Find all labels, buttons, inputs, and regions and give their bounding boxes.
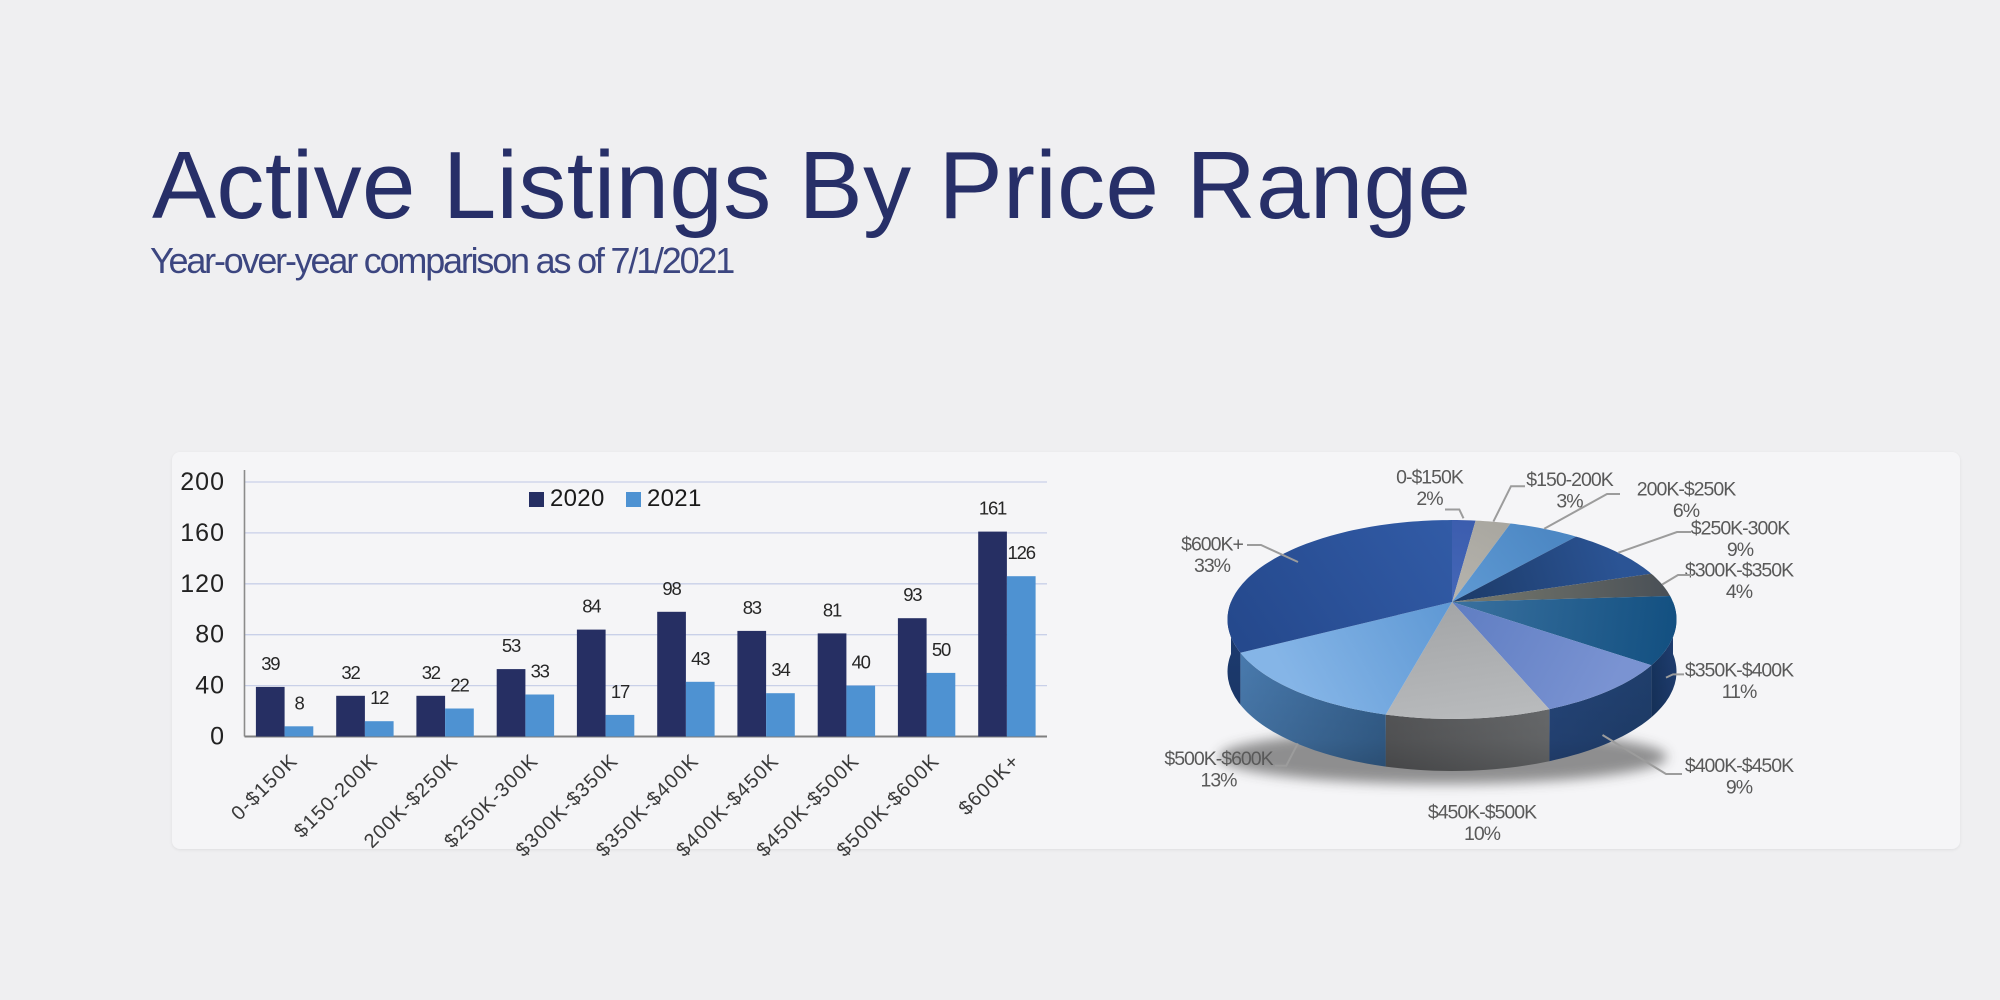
svg-text:$600K+: $600K+ — [1181, 534, 1243, 556]
svg-text:3%: 3% — [1556, 491, 1583, 513]
svg-text:10%: 10% — [1464, 823, 1501, 845]
svg-text:160: 160 — [180, 519, 225, 547]
svg-text:2%: 2% — [1416, 488, 1443, 510]
svg-text:32: 32 — [422, 662, 441, 683]
svg-text:12: 12 — [370, 687, 389, 708]
svg-text:40: 40 — [852, 652, 871, 673]
svg-text:11%: 11% — [1722, 681, 1757, 703]
svg-text:53: 53 — [502, 635, 521, 656]
svg-text:4%: 4% — [1726, 581, 1753, 603]
svg-text:8: 8 — [294, 692, 304, 713]
svg-text:$500K-$600K: $500K-$600K — [1164, 748, 1273, 770]
svg-text:0: 0 — [210, 723, 225, 751]
svg-text:50: 50 — [932, 639, 951, 660]
svg-text:13%: 13% — [1200, 770, 1237, 792]
svg-text:161: 161 — [979, 498, 1007, 519]
svg-text:17: 17 — [611, 681, 630, 702]
svg-text:43: 43 — [691, 648, 710, 669]
svg-text:$150-200K: $150-200K — [1526, 469, 1613, 491]
svg-text:83: 83 — [743, 597, 762, 618]
svg-text:39: 39 — [261, 653, 280, 674]
svg-text:40: 40 — [195, 672, 225, 700]
svg-text:200K-$250K: 200K-$250K — [1637, 479, 1736, 501]
svg-text:33%: 33% — [1194, 555, 1231, 577]
svg-text:2020: 2020 — [550, 485, 605, 512]
svg-text:$300K-$350K: $300K-$350K — [1685, 560, 1794, 582]
svg-text:9%: 9% — [1726, 777, 1753, 799]
svg-text:0-$150K: 0-$150K — [227, 750, 302, 825]
svg-text:93: 93 — [903, 584, 922, 605]
svg-text:22: 22 — [450, 675, 469, 696]
svg-text:0-$150K: 0-$150K — [1396, 467, 1464, 489]
svg-text:9%: 9% — [1727, 539, 1754, 561]
svg-text:98: 98 — [662, 578, 681, 599]
svg-text:32: 32 — [341, 662, 360, 683]
svg-text:80: 80 — [195, 621, 225, 649]
svg-text:200: 200 — [180, 468, 225, 496]
svg-text:34: 34 — [771, 659, 790, 680]
svg-text:120: 120 — [180, 570, 225, 598]
svg-text:6%: 6% — [1673, 500, 1700, 522]
svg-text:$400K-$450K: $400K-$450K — [1685, 755, 1794, 777]
svg-text:$350K-$400K: $350K-$400K — [1685, 660, 1794, 682]
svg-text:$600K+: $600K+ — [955, 750, 1025, 820]
svg-text:$250K-300K: $250K-300K — [1691, 518, 1790, 540]
svg-text:$450K-$500K: $450K-$500K — [1428, 802, 1537, 824]
svg-text:126: 126 — [1008, 542, 1036, 563]
svg-text:33: 33 — [531, 661, 550, 682]
svg-text:84: 84 — [582, 596, 601, 617]
svg-text:81: 81 — [823, 599, 842, 620]
svg-text:2021: 2021 — [647, 485, 702, 512]
